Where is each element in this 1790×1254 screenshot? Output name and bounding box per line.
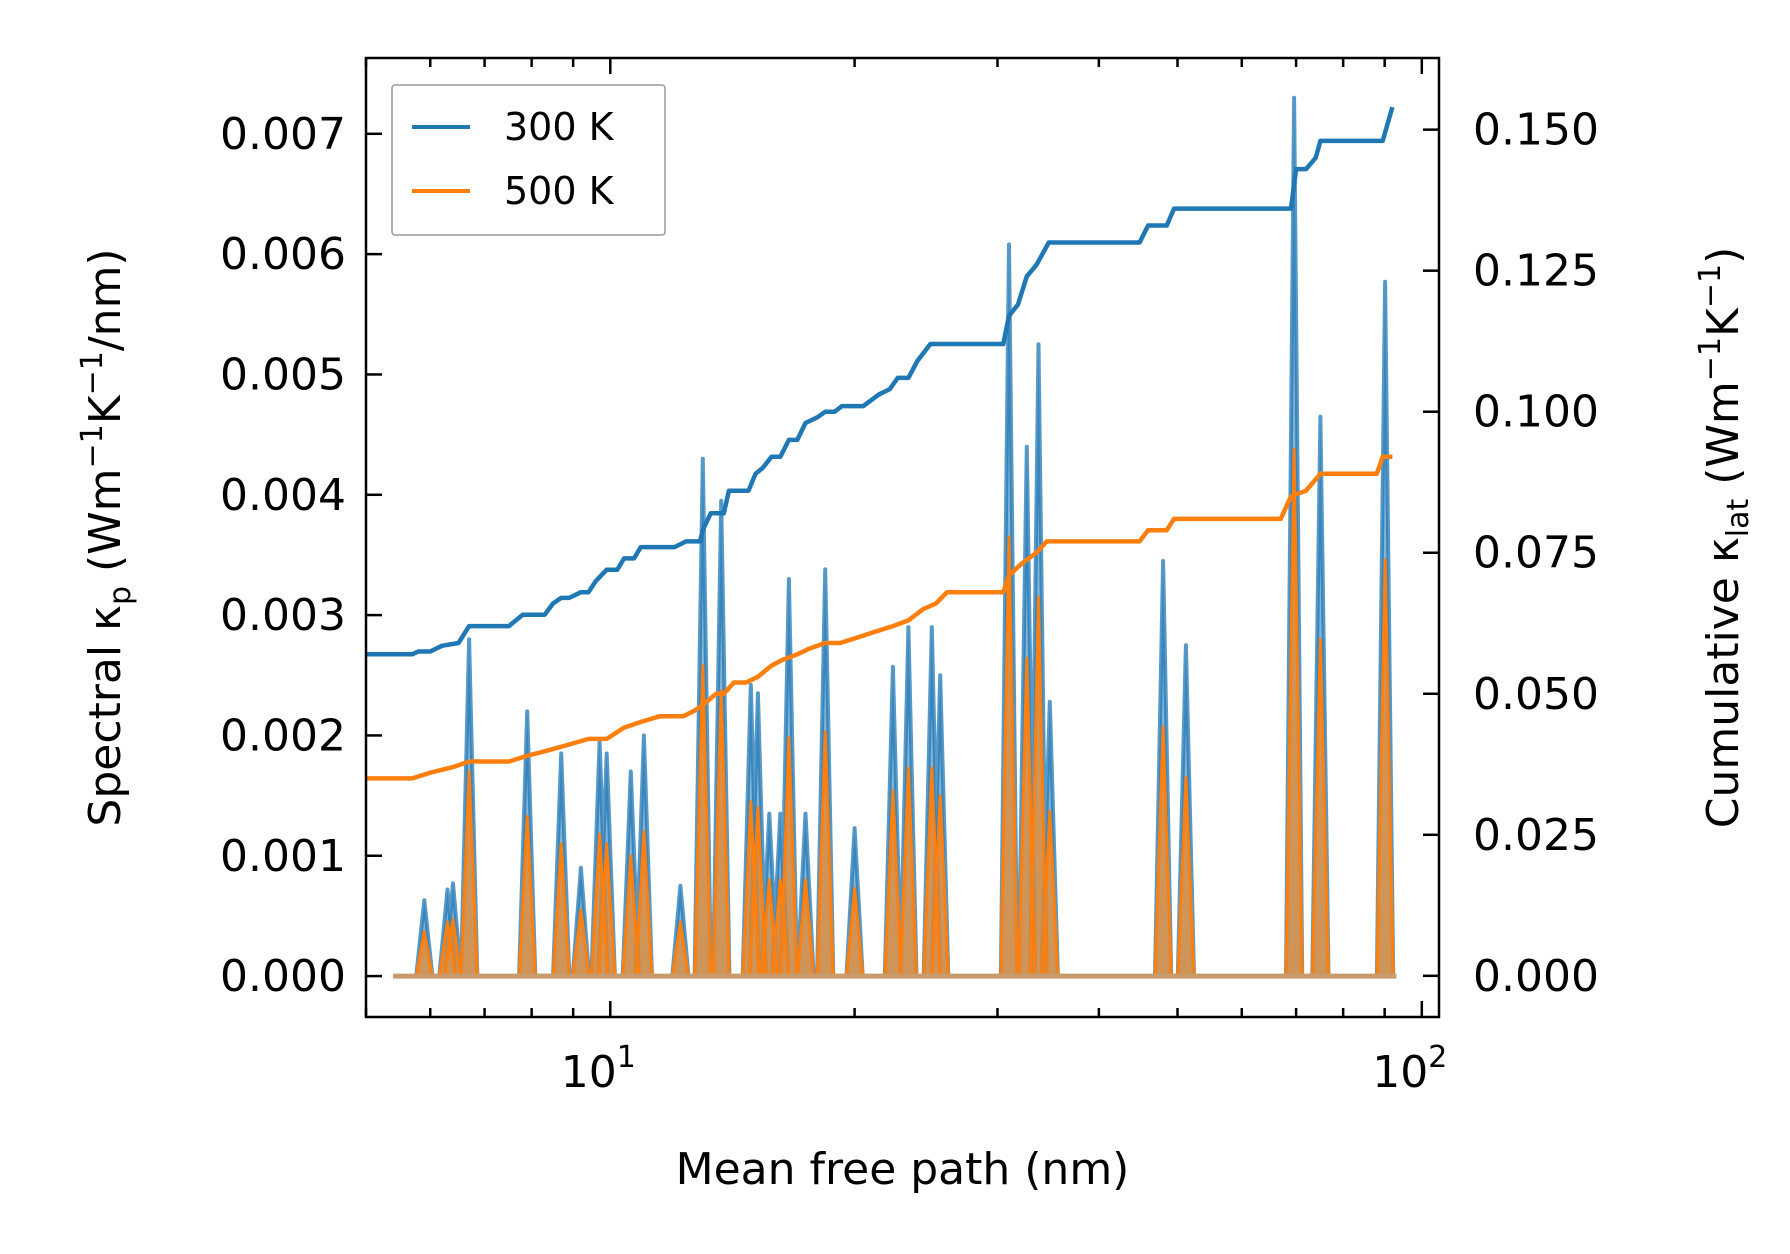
cumulative-line-500k: [366, 454, 1393, 781]
y-left-tick-label: 0.007: [220, 109, 346, 160]
legend: 300 K 500 K: [391, 84, 666, 236]
plot-area-frame: [364, 56, 1441, 1019]
x-tick-label: 101: [561, 1040, 636, 1098]
y-right-title-part: Cumulative κ: [1698, 537, 1749, 828]
x-tick-base: 10: [1372, 1047, 1428, 1098]
y-left-tick-label: 0.006: [220, 229, 346, 280]
legend-label-500k: 500 K: [504, 169, 615, 213]
y-left-title-part: K: [80, 394, 131, 424]
x-tick-exponent: 2: [1428, 1040, 1447, 1075]
x-axis: 101 102: [364, 58, 1447, 1098]
y-right-title-subscript: lat: [1721, 499, 1756, 538]
legend-label-300k: 300 K: [504, 105, 615, 149]
y-left-title-part: /nm): [80, 248, 131, 351]
y-left-title-part: (Wm: [80, 468, 131, 586]
y-left-title-subscript: p: [103, 586, 138, 605]
y-left-tick-label: 0.005: [220, 349, 346, 400]
y-right-title-part: K: [1698, 307, 1749, 337]
y-left-title-part: Spectral κ: [80, 605, 131, 827]
y-left-title-superscript: −1: [75, 424, 110, 468]
x-tick-exponent: 1: [617, 1040, 636, 1075]
y-right-tick-label: 0.075: [1473, 528, 1599, 579]
cumulative-series-layer: [366, 106, 1395, 781]
spectral-series-layer: [393, 95, 1397, 979]
spectral-line-500k: [393, 447, 1397, 978]
y-right-title-superscript: −1: [1693, 264, 1728, 308]
y-right-tick-label: 0.125: [1473, 246, 1599, 297]
cumulative-line-300k: [366, 106, 1395, 657]
x-tick-label: 102: [1372, 1040, 1447, 1098]
y-right-tick-label: 0.100: [1473, 387, 1599, 438]
y-right-title-superscript: −1: [1693, 337, 1728, 381]
y-left-tick-label: 0.003: [220, 590, 346, 641]
y-right-axis: 0.000 0.025 0.050 0.075 0.100 0.125 0.150: [1423, 105, 1599, 1002]
y-left-tick-label: 0.000: [220, 951, 346, 1002]
y-left-tick-label: 0.002: [220, 710, 346, 761]
y-right-tick-label: 0.050: [1473, 669, 1599, 720]
y-left-tick-label: 0.001: [220, 831, 346, 882]
y-left-title-superscript: −1: [75, 351, 110, 395]
y-right-title-part: ): [1698, 247, 1749, 264]
y-left-axis: 0.000 0.001 0.002 0.003 0.004 0.005 0.006 0.007: [220, 109, 382, 1002]
y-right-title-part: (Wm: [1698, 381, 1749, 499]
y-left-axis-title: Spectral κp (Wm−1K−1/nm): [75, 248, 138, 826]
y-right-tick-label: 0.150: [1473, 105, 1599, 156]
y-right-axis-title: Cumulative κlat (Wm−1K−1): [1693, 247, 1756, 829]
legend-box: [391, 84, 666, 236]
y-right-tick-label: 0.000: [1473, 951, 1599, 1002]
y-right-tick-label: 0.025: [1473, 810, 1599, 861]
x-tick-base: 10: [561, 1047, 617, 1098]
x-axis-title: Mean free path (nm): [676, 1144, 1130, 1195]
y-left-tick-label: 0.004: [220, 470, 346, 521]
